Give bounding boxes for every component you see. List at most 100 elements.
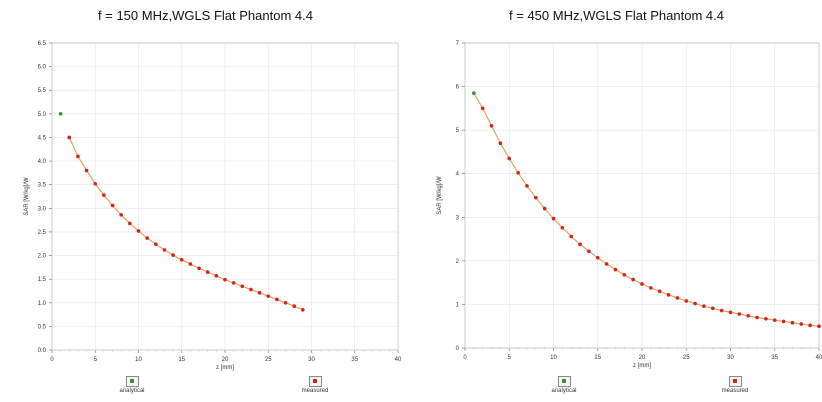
data-point-measured [249,287,253,292]
data-point-measured [631,277,635,282]
x-tick-label: 10 [550,355,557,361]
data-point-measured [188,262,193,266]
chart-panel-450mhz: f = 450 MHz,WGLS Flat Phantom 4.4 0 5 10 15… [411,0,822,402]
data-point-measured [604,262,609,266]
data-point-measured [154,242,158,247]
y-axis-label: SAR [W/kg]/W [24,177,30,216]
data-point-measured [489,123,494,128]
data-point-measured [640,282,644,286]
x-axis-label: z [mm] [633,363,651,369]
chart-title: f = 450 MHz,WGLS Flat Phantom 4.4 [509,8,724,23]
data-point-measured [275,297,279,302]
data-point-measured [693,301,697,306]
data-point-measured [67,135,72,140]
data-point-measured [719,308,724,313]
y-axis-label: SAR [W/kg]/W [437,176,443,215]
y-tick-label: 5 [456,128,460,134]
data-point-measured [498,141,503,146]
legend-swatch-measured [729,376,742,387]
legend-swatch-analytical [126,376,139,387]
data-point-measured [569,234,573,239]
x-tick-label: 20 [222,357,229,363]
x-tick-label: 35 [351,357,358,363]
y-tick-label: 3.5 [38,183,47,189]
data-point-measured [240,284,245,289]
data-point-measured [799,322,804,326]
y-tick-label: 2 [456,259,460,265]
data-point-measured [516,171,520,175]
data-point-measured [205,270,210,274]
y-tick-label: 3 [456,215,460,221]
y-tick-label: 3.0 [38,206,47,212]
y-tick-label: 1.0 [38,301,47,307]
y-tick-label: 6.0 [38,65,47,71]
x-tick-label: 35 [771,355,778,361]
data-point-analytical [58,112,63,116]
x-tick-label: 0 [463,355,467,361]
data-point-measured [781,319,786,324]
data-point-measured [179,257,184,262]
legend-swatch-measured [309,376,322,387]
data-point-measured [301,308,305,312]
y-tick-label: 2.0 [38,254,47,260]
y-tick-label: 4.5 [38,135,47,141]
data-point-measured [755,315,759,320]
data-point-measured [657,289,662,294]
data-point-measured [772,318,777,322]
legend-label-analytical: analytical [551,388,577,394]
data-point-measured [76,154,80,159]
y-tick-label: 6 [456,85,460,91]
y-tick-label: 2.5 [38,230,47,236]
data-point-measured [84,168,89,173]
data-point-measured [790,320,795,325]
data-point-measured [622,273,627,277]
data-point-measured [266,294,271,298]
y-tick-label: 6.5 [38,41,47,47]
data-point-measured [560,225,565,230]
y-tick-label: 5.5 [38,88,47,94]
data-point-measured [128,221,132,226]
data-point-measured [587,249,591,254]
data-point-measured [292,304,297,308]
data-point-measured [684,299,689,303]
data-point-measured [171,253,175,257]
data-point-measured [613,267,618,272]
x-tick-label: 15 [178,357,185,363]
x-tick-label: 30 [727,355,734,361]
analytical-curve [68,137,304,311]
data-point-measured [746,313,750,318]
data-point-measured [649,286,653,290]
y-tick-label: 4.0 [38,159,47,165]
x-tick-label: 40 [816,355,822,361]
data-point-measured [283,300,288,305]
data-point-measured [507,156,512,161]
data-point-measured [119,213,123,217]
data-point-measured [480,106,485,111]
x-tick-label: 20 [639,355,646,361]
data-point-measured [737,312,742,316]
x-tick-label: 40 [395,357,402,363]
chart-panel-150mhz: f = 150 MHz,WGLS Flat Phantom 4.4 0 5 10 15… [24,8,402,394]
data-point-measured [136,229,141,233]
data-point-measured [666,293,671,297]
legend-swatch-analytical [558,376,571,387]
y-tick-label: 0.0 [38,348,47,354]
x-tick-label: 25 [265,357,272,363]
data-point-measured [102,193,106,197]
y-tick-label: 1 [456,302,460,308]
data-point-measured [728,310,733,315]
data-point-analytical [472,91,476,95]
data-point-measured [595,256,600,260]
x-tick-label: 25 [683,355,690,361]
analytical-curve [473,92,820,327]
y-tick-label: 5.0 [38,112,47,118]
data-point-measured [764,317,768,321]
legend-label-measured: measured [301,388,329,394]
data-point-measured [808,323,812,328]
data-point-measured [702,304,706,308]
data-point-measured [578,242,582,247]
data-point-measured [93,181,98,186]
chart-title: f = 150 MHz,WGLS Flat Phantom 4.4 [98,8,313,23]
chart-svg-450mhz: 0 5 10 15 20 25 30 35 40 0 1 2 3 4 5 6 7 z [mm] SAR [W/kg]… [437,41,822,369]
data-point-measured [817,324,821,329]
